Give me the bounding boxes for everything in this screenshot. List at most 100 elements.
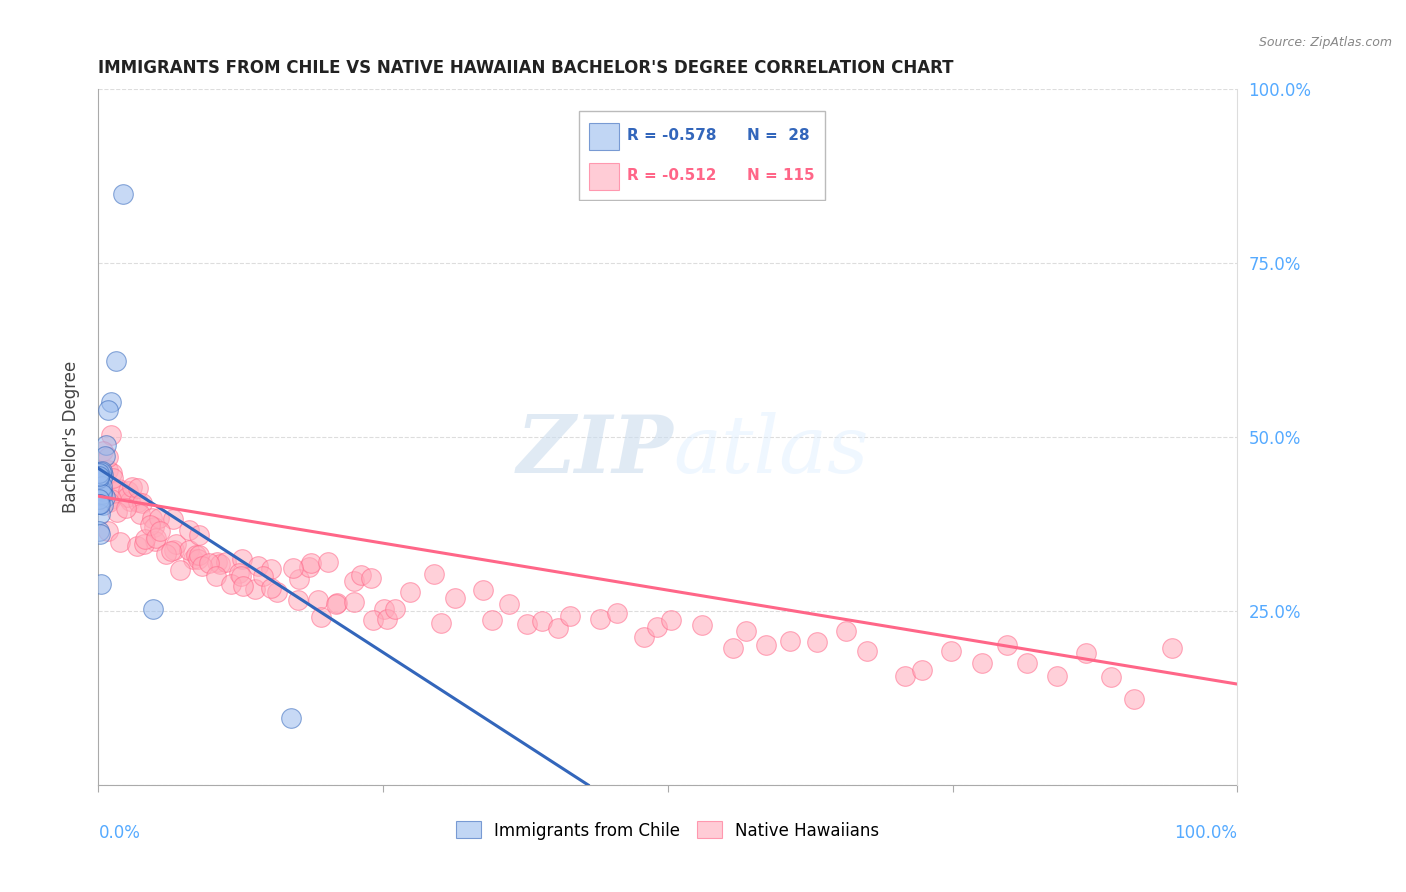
Point xyxy=(100,466,122,480)
Point xyxy=(89,526,111,541)
Point xyxy=(163,543,186,558)
Point xyxy=(117,490,139,504)
Point xyxy=(970,656,993,670)
Point xyxy=(145,531,167,545)
Point xyxy=(100,491,122,506)
Point xyxy=(105,353,128,368)
Point xyxy=(588,612,610,626)
Point xyxy=(131,496,153,510)
Point xyxy=(89,466,111,480)
Point xyxy=(98,495,121,509)
Point xyxy=(187,552,209,566)
FancyBboxPatch shape xyxy=(579,111,825,200)
Point xyxy=(128,508,150,522)
Point xyxy=(181,552,204,566)
Point xyxy=(343,595,366,609)
Point xyxy=(142,520,165,534)
Point xyxy=(89,471,111,485)
Point xyxy=(127,495,149,509)
Point xyxy=(280,711,302,725)
Point xyxy=(105,505,128,519)
Point xyxy=(90,479,112,493)
Point xyxy=(87,469,110,483)
Point xyxy=(995,639,1018,653)
Point xyxy=(159,543,181,558)
Point xyxy=(498,597,520,611)
Point xyxy=(1045,669,1067,683)
Point xyxy=(100,395,122,409)
Text: ZIP: ZIP xyxy=(516,412,673,490)
Point xyxy=(856,644,879,658)
Point xyxy=(343,574,366,588)
Point xyxy=(326,596,349,610)
Point xyxy=(188,528,211,542)
Point xyxy=(89,507,111,521)
Point xyxy=(481,613,503,627)
Point xyxy=(177,543,200,558)
Point xyxy=(215,555,238,569)
Point xyxy=(307,593,329,607)
Point xyxy=(179,523,201,537)
Point xyxy=(835,624,858,638)
Point xyxy=(633,630,655,644)
Point xyxy=(188,548,211,562)
Point xyxy=(139,517,162,532)
Point xyxy=(117,484,139,499)
Point xyxy=(423,566,446,581)
Point xyxy=(1099,670,1122,684)
Point xyxy=(1122,692,1144,706)
Point xyxy=(90,577,112,591)
Point xyxy=(659,613,682,627)
Point xyxy=(114,500,136,515)
Point xyxy=(231,568,253,582)
Point xyxy=(97,463,120,477)
Point xyxy=(547,621,569,635)
Point xyxy=(89,491,111,506)
Point xyxy=(375,611,398,625)
Point xyxy=(104,483,127,498)
Point xyxy=(939,643,962,657)
Point xyxy=(155,547,177,561)
Text: R = -0.512: R = -0.512 xyxy=(627,168,716,183)
Point xyxy=(97,402,120,417)
Point xyxy=(606,606,628,620)
Point xyxy=(89,497,111,511)
Point xyxy=(471,583,494,598)
Bar xyxy=(589,123,619,150)
Point xyxy=(97,524,120,538)
Point xyxy=(734,624,756,638)
Point xyxy=(384,602,406,616)
Legend: Immigrants from Chile, Native Hawaiians: Immigrants from Chile, Native Hawaiians xyxy=(450,814,886,847)
Point xyxy=(399,585,422,599)
Point xyxy=(247,558,270,573)
Point xyxy=(443,591,465,606)
Text: atlas: atlas xyxy=(673,412,869,490)
Point xyxy=(231,551,253,566)
Point xyxy=(148,511,170,525)
Point xyxy=(232,579,254,593)
Point xyxy=(94,450,117,464)
Point xyxy=(430,615,453,630)
Point xyxy=(90,484,112,499)
Point xyxy=(205,556,228,570)
Point xyxy=(245,582,267,596)
Point xyxy=(162,512,184,526)
Bar xyxy=(589,162,619,190)
Point xyxy=(108,483,131,497)
Point xyxy=(94,490,117,504)
Point xyxy=(298,560,321,574)
Point xyxy=(91,498,114,512)
Point xyxy=(260,562,283,576)
Point xyxy=(208,557,231,571)
Text: IMMIGRANTS FROM CHILE VS NATIVE HAWAIIAN BACHELOR'S DEGREE CORRELATION CHART: IMMIGRANTS FROM CHILE VS NATIVE HAWAIIAN… xyxy=(98,59,953,77)
Point xyxy=(118,493,141,508)
Point xyxy=(91,487,114,501)
Point xyxy=(89,524,111,538)
Point xyxy=(360,571,382,585)
Point xyxy=(779,634,801,648)
Point xyxy=(560,608,582,623)
Point xyxy=(90,465,112,479)
Point xyxy=(142,601,165,615)
Point xyxy=(89,497,111,511)
Point xyxy=(316,555,339,569)
